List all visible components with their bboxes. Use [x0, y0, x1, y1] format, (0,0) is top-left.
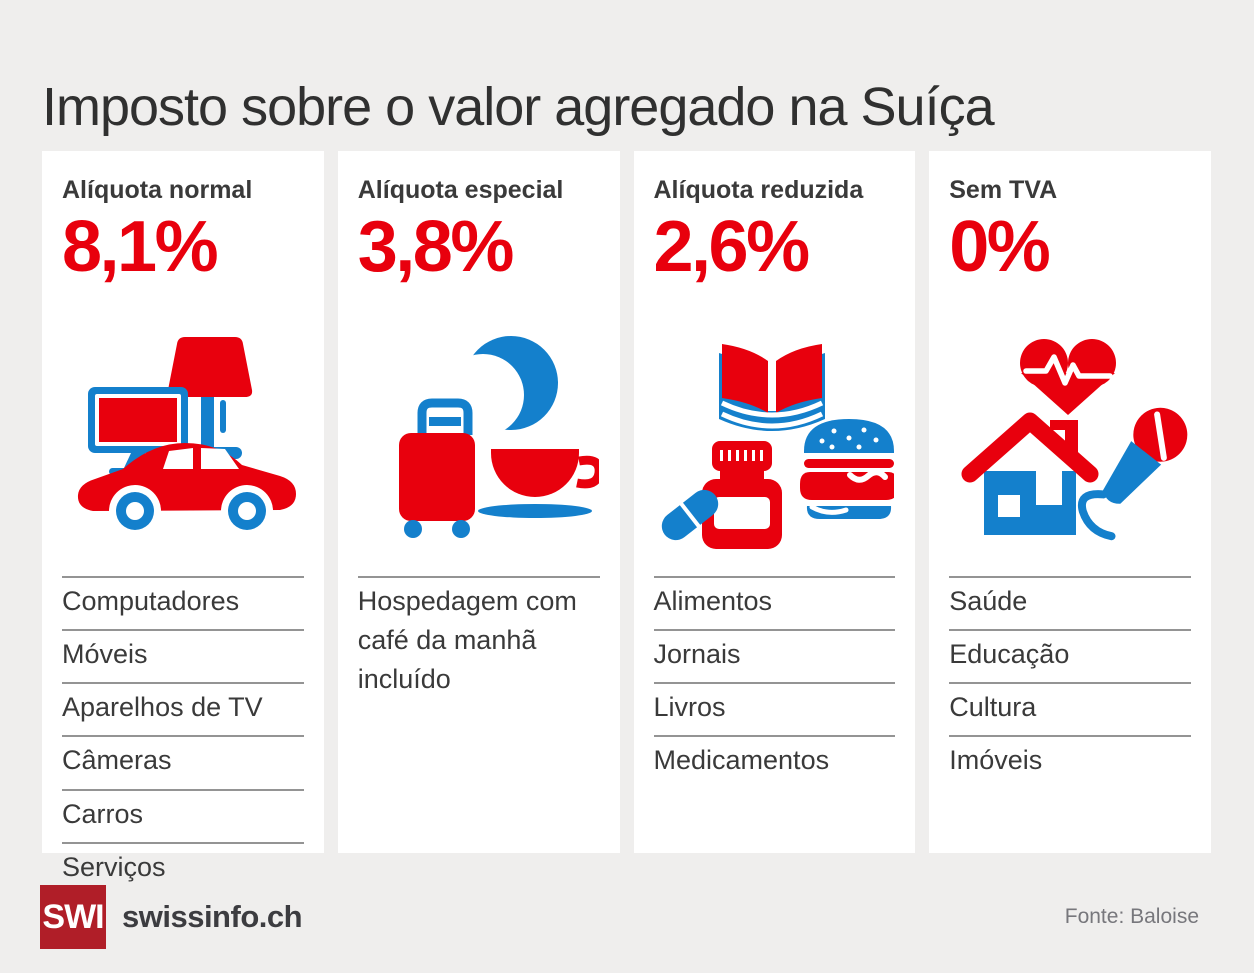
icon-area — [654, 321, 896, 556]
list-item: Livros — [653, 682, 896, 735]
list-item: Imóveis — [949, 735, 1191, 788]
pill-icon — [662, 489, 719, 541]
card-aliquota-normal: Alíquota normal 8,1% — [42, 151, 324, 882]
rate-value: 3,8% — [357, 207, 515, 287]
rate-value: 8,1% — [62, 207, 219, 287]
list-item: Saúde — [949, 576, 1191, 629]
items-list: Saúde Educação Cultura Imóveis — [949, 576, 1191, 789]
moon-icon — [441, 336, 558, 436]
items-list: Hospedagem com café da manhã incluído — [357, 576, 600, 707]
list-item: Alimentos — [653, 576, 896, 629]
car-icon — [77, 443, 296, 537]
card-aliquota-reduzida: Alíquota reduzida 2,6% — [633, 151, 916, 853]
rate-value: 0% — [949, 207, 1051, 287]
card-label: Sem TVA — [949, 176, 1058, 204]
list-item: Cultura — [949, 682, 1191, 735]
list-item: Câmeras — [62, 735, 304, 788]
icon-area — [358, 321, 600, 556]
list-item: Educação — [949, 629, 1191, 682]
cards-row: Alíquota normal 8,1% — [42, 151, 1211, 882]
items-list: Computadores Móveis Aparelhos de TV Câmeras… — [62, 576, 304, 895]
list-item: Serviços — [62, 841, 304, 895]
list-item: Móveis — [62, 629, 304, 682]
card-aliquota-especial: Alíquota especial 3,8% — [337, 151, 620, 853]
icon-area — [62, 321, 304, 556]
footer: SWI swissinfo.ch — [40, 885, 303, 949]
medicine-bottle-icon — [702, 441, 783, 549]
card-label: Alíquota especial — [357, 176, 564, 204]
suitcase-icon — [398, 398, 475, 538]
card-sem-tva: Sem TVA 0% — [929, 151, 1211, 853]
card-label: Alíquota normal — [62, 176, 253, 204]
burger-icon — [800, 419, 895, 519]
page-title: Imposto sobre o valor agregado na Suíça — [42, 77, 995, 138]
house-icon — [961, 412, 1099, 535]
list-item: Aparelhos de TV — [62, 682, 304, 735]
list-item: Computadores — [62, 576, 304, 629]
icon-area — [949, 321, 1191, 556]
items-list: Alimentos Jornais Livros Medicamentos — [653, 576, 896, 789]
list-item: Jornais — [653, 629, 896, 682]
card-label: Alíquota reduzida — [653, 176, 864, 204]
open-book-icon — [719, 344, 826, 431]
swi-logo: SWI — [40, 885, 106, 949]
rate-value: 2,6% — [653, 207, 811, 287]
list-item: Medicamentos — [653, 735, 896, 788]
list-item: Hospedagem com café da manhã incluído — [357, 576, 600, 707]
list-item: Carros — [62, 788, 304, 842]
coffee-cup-icon — [477, 449, 599, 518]
heart-pulse-icon — [1020, 339, 1117, 415]
source-note: Fonte: Baloise — [1064, 905, 1199, 928]
brand-name: swissinfo.ch — [122, 899, 303, 934]
microphone-icon — [1078, 407, 1188, 541]
